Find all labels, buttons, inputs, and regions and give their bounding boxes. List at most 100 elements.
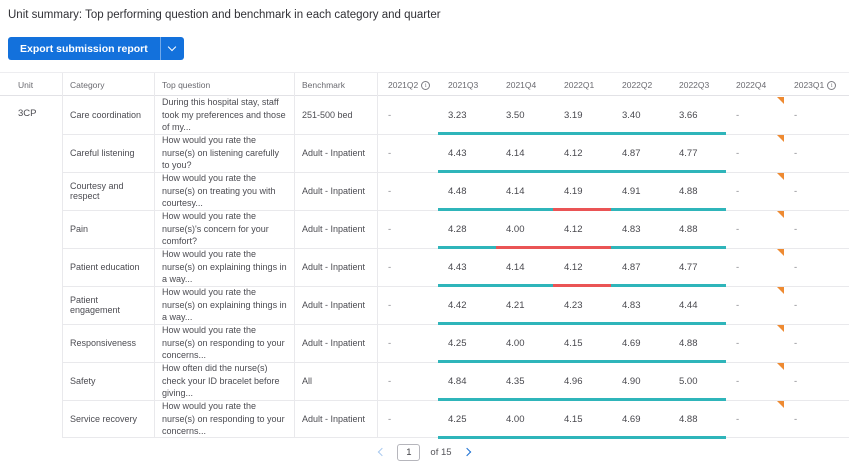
column-header-2022q2: 2022Q2 bbox=[612, 73, 669, 97]
cell-score-2022q1: 3.19 bbox=[564, 109, 583, 121]
cell-unit: 3CP bbox=[0, 96, 63, 134]
annotation-flag-icon bbox=[777, 135, 784, 142]
cell-score-2021q3: 4.28 bbox=[448, 223, 467, 235]
trend-bar bbox=[438, 360, 726, 363]
cell-benchmark: 251-500 bed bbox=[295, 96, 378, 134]
cell-category: Patient education bbox=[63, 248, 155, 286]
cell-unit bbox=[0, 210, 63, 248]
column-header-2022q1: 2022Q1 bbox=[554, 73, 612, 97]
table-row: Patient engagement How would you rate the… bbox=[0, 286, 849, 325]
cell-score-2023q1: - bbox=[794, 413, 798, 425]
cell-category: Safety bbox=[63, 362, 155, 400]
cell-top-question: How would you rate the nurse(s) on expla… bbox=[155, 248, 295, 286]
cell-unit bbox=[0, 362, 63, 400]
column-header-benchmark: Benchmark bbox=[295, 73, 378, 97]
cell-score-2022q2: 4.69 bbox=[622, 413, 641, 425]
cell-score-2021q3: 3.23 bbox=[448, 109, 467, 121]
cell-benchmark: Adult - Inpatient bbox=[295, 286, 378, 324]
cell-score-2021q3: 4.25 bbox=[448, 413, 467, 425]
cell-score-2021q4: 4.21 bbox=[506, 299, 525, 311]
cell-score-2022q4: - bbox=[736, 109, 740, 121]
cell-score-2022q4: - bbox=[736, 413, 740, 425]
trend-bar bbox=[438, 436, 726, 439]
cell-category: Careful listening bbox=[63, 134, 155, 172]
column-header-top-question: Top question bbox=[155, 73, 295, 97]
chevron-right-icon bbox=[462, 447, 471, 457]
trend-bar-segment-teal bbox=[438, 284, 554, 287]
cell-score-2022q2: 4.91 bbox=[622, 185, 641, 197]
column-header-label: 2022Q3 bbox=[679, 80, 710, 90]
cell-score-2021q2: - bbox=[388, 109, 392, 121]
cell-score-2022q4: - bbox=[736, 147, 740, 159]
table-row: Safety How often did the nurse(s) check y… bbox=[0, 362, 849, 401]
cell-score-2023q1: - bbox=[794, 337, 798, 349]
cell-score-2022q1: 4.12 bbox=[564, 223, 583, 235]
cell-top-question: How would you rate the nurse(s)'s concer… bbox=[155, 210, 295, 248]
cell-score-2021q4: 4.00 bbox=[506, 337, 525, 349]
info-icon: i bbox=[421, 80, 431, 90]
column-header-2021q4: 2021Q4 bbox=[496, 73, 554, 97]
cell-score-2022q3: 5.00 bbox=[679, 375, 698, 387]
cell-score-2022q2: 4.69 bbox=[622, 337, 641, 349]
table-body: 3CP Care coordination During this hospital… bbox=[0, 96, 849, 439]
next-page-button[interactable] bbox=[462, 447, 472, 457]
cell-top-question: How would you rate the nurse(s) on liste… bbox=[155, 134, 295, 172]
export-submission-report-button[interactable]: Export submission report bbox=[8, 37, 184, 60]
export-dropdown-toggle[interactable] bbox=[159, 37, 184, 60]
pagination: of 15 bbox=[0, 442, 849, 462]
cell-top-question: How often did the nurse(s) check your ID… bbox=[155, 362, 295, 400]
column-header-label: 2021Q3 bbox=[448, 80, 479, 90]
column-header-label: 2022Q2 bbox=[622, 80, 653, 90]
trend-bar-segment-teal bbox=[438, 360, 726, 363]
column-header-2022q4: 2022Q4 bbox=[726, 73, 784, 97]
column-header-label: Category bbox=[70, 80, 105, 90]
cell-score-2023q1: - bbox=[794, 375, 798, 387]
cell-score-2023q1: - bbox=[794, 299, 798, 311]
cell-score-2021q4: 3.50 bbox=[506, 109, 525, 121]
cell-unit bbox=[0, 248, 63, 286]
cell-score-2022q1: 4.23 bbox=[564, 299, 583, 311]
cell-unit bbox=[0, 172, 63, 210]
annotation-flag-icon bbox=[777, 325, 784, 332]
cell-score-2023q1: - bbox=[794, 109, 798, 121]
cell-benchmark: Adult - Inpatient bbox=[295, 172, 378, 210]
page-input[interactable] bbox=[397, 443, 421, 461]
cell-score-2022q3: 4.88 bbox=[679, 185, 698, 197]
cell-top-question: How would you rate the nurse(s) on expla… bbox=[155, 286, 295, 324]
column-header-label: 2022Q4 bbox=[736, 80, 767, 90]
table-header-row: Unit Category Top question Benchmark 2021Q2 i… bbox=[0, 72, 849, 97]
cell-score-2022q1: 4.15 bbox=[564, 337, 583, 349]
cell-score-2022q2: 4.83 bbox=[622, 223, 641, 235]
cell-score-2021q3: 4.42 bbox=[448, 299, 467, 311]
cell-score-2022q4: - bbox=[736, 337, 740, 349]
chevron-left-icon bbox=[378, 447, 387, 457]
column-header-label: Top question bbox=[162, 80, 211, 90]
cell-category: Pain bbox=[63, 210, 155, 248]
cell-score-2022q2: 4.87 bbox=[622, 147, 641, 159]
cell-score-2022q1: 4.12 bbox=[564, 261, 583, 273]
cell-score-2021q4: 4.14 bbox=[506, 147, 525, 159]
cell-score-2021q2: - bbox=[388, 147, 392, 159]
cell-score-2021q3: 4.84 bbox=[448, 375, 467, 387]
table-row: Service recovery How would you rate the n… bbox=[0, 400, 849, 439]
cell-score-2021q2: - bbox=[388, 337, 392, 349]
trend-bar bbox=[438, 132, 726, 135]
column-header-unit: Unit bbox=[0, 73, 63, 97]
annotation-flag-icon bbox=[777, 401, 784, 408]
column-header-label: 2022Q1 bbox=[564, 80, 595, 90]
trend-bar bbox=[438, 322, 726, 325]
cell-top-question: How would you rate the nurse(s) on respo… bbox=[155, 400, 295, 438]
cell-score-2022q1: 4.12 bbox=[564, 147, 583, 159]
export-button-label[interactable]: Export submission report bbox=[20, 42, 148, 55]
cell-benchmark: Adult - Inpatient bbox=[295, 210, 378, 248]
annotation-flag-icon bbox=[777, 249, 784, 256]
previous-page-button[interactable] bbox=[377, 447, 387, 457]
cell-unit bbox=[0, 286, 63, 324]
cell-score-2022q2: 4.87 bbox=[622, 261, 641, 273]
cell-score-2022q4: - bbox=[736, 299, 740, 311]
annotation-flag-icon bbox=[777, 97, 784, 104]
cell-score-2023q1: - bbox=[794, 185, 798, 197]
table-row: Responsiveness How would you rate the nur… bbox=[0, 324, 849, 363]
page-title: Unit summary: Top performing question an… bbox=[8, 9, 441, 21]
trend-bar-segment-teal bbox=[610, 284, 726, 287]
